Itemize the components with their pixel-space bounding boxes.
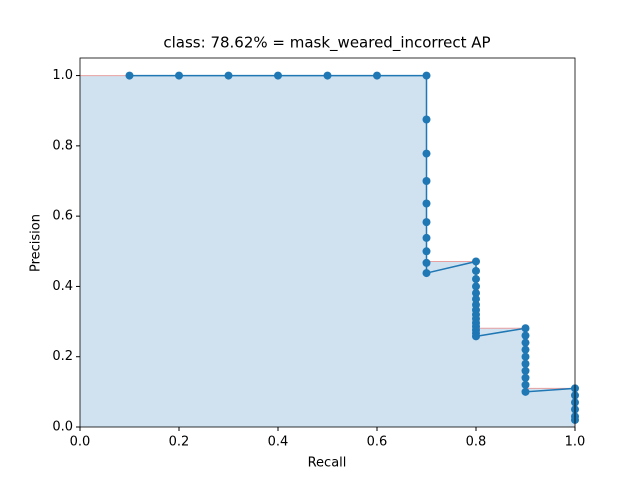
- x-tick-label: 0.0: [70, 435, 91, 450]
- point: [521, 324, 530, 333]
- point: [521, 359, 530, 368]
- y-tick-label: 1.0: [52, 68, 73, 83]
- point: [422, 71, 431, 80]
- point: [422, 115, 431, 124]
- point: [521, 352, 530, 361]
- point: [472, 295, 480, 304]
- y-tick-label: 0.4: [52, 279, 73, 294]
- point: [422, 199, 431, 208]
- point: [422, 258, 431, 267]
- area: [80, 75, 575, 428]
- point: [422, 218, 431, 227]
- y-tick-label: 0.0: [52, 420, 73, 435]
- point: [472, 275, 480, 284]
- point: [521, 338, 530, 347]
- point: [472, 289, 480, 298]
- point: [125, 71, 134, 80]
- point: [422, 149, 431, 158]
- y-tick-label: 0.8: [52, 138, 73, 153]
- plot-frame: [79, 57, 576, 428]
- x-tick-label: 1.0: [565, 435, 586, 450]
- x-tick-label: 0.4: [268, 435, 289, 450]
- point: [175, 71, 183, 80]
- point: [422, 269, 431, 278]
- y-tick-label: 0.2: [52, 349, 73, 364]
- point: [521, 380, 530, 389]
- y-axis-label: Precision: [29, 214, 44, 272]
- point: [422, 233, 431, 242]
- point: [521, 387, 530, 396]
- point: [274, 71, 282, 80]
- x-tick-label: 0.6: [367, 435, 388, 450]
- x-tick-label: 0.8: [466, 435, 487, 450]
- point: [521, 366, 530, 375]
- point: [472, 266, 480, 275]
- point: [472, 282, 480, 291]
- x-axis-label: Recall: [308, 456, 347, 471]
- point: [472, 332, 480, 341]
- point: [323, 71, 332, 80]
- point: [422, 247, 431, 256]
- point: [521, 345, 530, 354]
- point: [224, 71, 233, 80]
- x-tick-label: 0.2: [169, 435, 190, 450]
- point: [373, 71, 381, 80]
- y-tick-label: 0.6: [52, 209, 73, 224]
- point: [422, 177, 431, 185]
- point: [472, 257, 480, 266]
- point: [521, 373, 530, 382]
- point: [521, 331, 530, 340]
- chart-title: class: 78.62% = mask_weared_incorrect AP: [163, 34, 490, 53]
